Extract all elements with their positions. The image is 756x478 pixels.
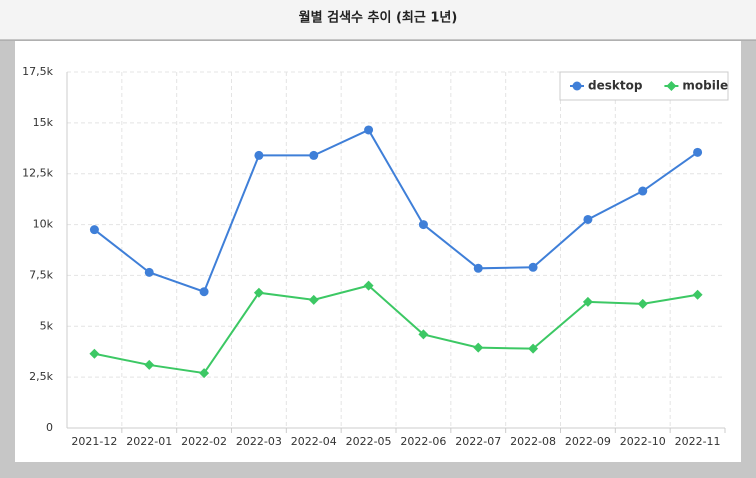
point (692, 289, 703, 300)
point (199, 287, 209, 297)
legend-label: mobile (682, 79, 728, 93)
point (309, 150, 319, 160)
x-tick-label: 2022-01 (126, 435, 172, 448)
x-tick-label: 2021-12 (71, 435, 117, 448)
x-tick-label: 2022-09 (565, 435, 611, 448)
point (582, 296, 593, 307)
point (528, 262, 538, 272)
point (144, 267, 154, 277)
y-tick-label: 2,5k (29, 370, 53, 383)
x-tick-label: 2022-05 (346, 435, 392, 448)
series-line (94, 284, 698, 375)
point (144, 359, 155, 370)
point (254, 150, 264, 160)
point (308, 294, 319, 305)
point (693, 147, 703, 157)
point (364, 125, 374, 135)
series-line (93, 128, 699, 293)
point (199, 368, 210, 379)
legend-box (559, 71, 729, 101)
x-tick-label: 2022-03 (236, 435, 282, 448)
chart-title: 월별 검색수 추이 (최근 1년) (299, 10, 458, 26)
y-tick-label: 17,5k (22, 65, 53, 78)
point (418, 329, 429, 340)
x-tick-label: 2022-08 (510, 435, 556, 448)
point (637, 298, 648, 309)
point (528, 343, 539, 354)
point (418, 220, 428, 230)
y-tick-label: 10k (33, 218, 54, 231)
x-tick-label: 2022-10 (620, 435, 666, 448)
x-tick-label: 2022-07 (455, 435, 501, 448)
x-tick-label: 2022-11 (675, 435, 721, 448)
point (666, 81, 677, 91)
point (363, 280, 374, 291)
point (583, 214, 593, 224)
y-tick-label: 0 (46, 421, 53, 434)
point (89, 348, 100, 359)
x-tick-label: 2022-04 (291, 435, 337, 448)
point (89, 225, 99, 235)
y-tick-label: 7,5k (29, 268, 53, 281)
panel (15, 41, 741, 462)
title-bar (0, 0, 756, 40)
legend-label: desktop (588, 79, 643, 93)
y-tick-label: 12,5k (22, 167, 53, 180)
point (253, 287, 264, 298)
x-tick-label: 2022-02 (181, 435, 227, 448)
point (638, 186, 648, 196)
y-tick-label: 5k (40, 319, 54, 332)
point (473, 342, 484, 353)
x-tick-label: 2022-06 (400, 435, 446, 448)
point (473, 263, 483, 273)
y-tick-label: 15k (33, 116, 54, 129)
point (572, 81, 582, 91)
